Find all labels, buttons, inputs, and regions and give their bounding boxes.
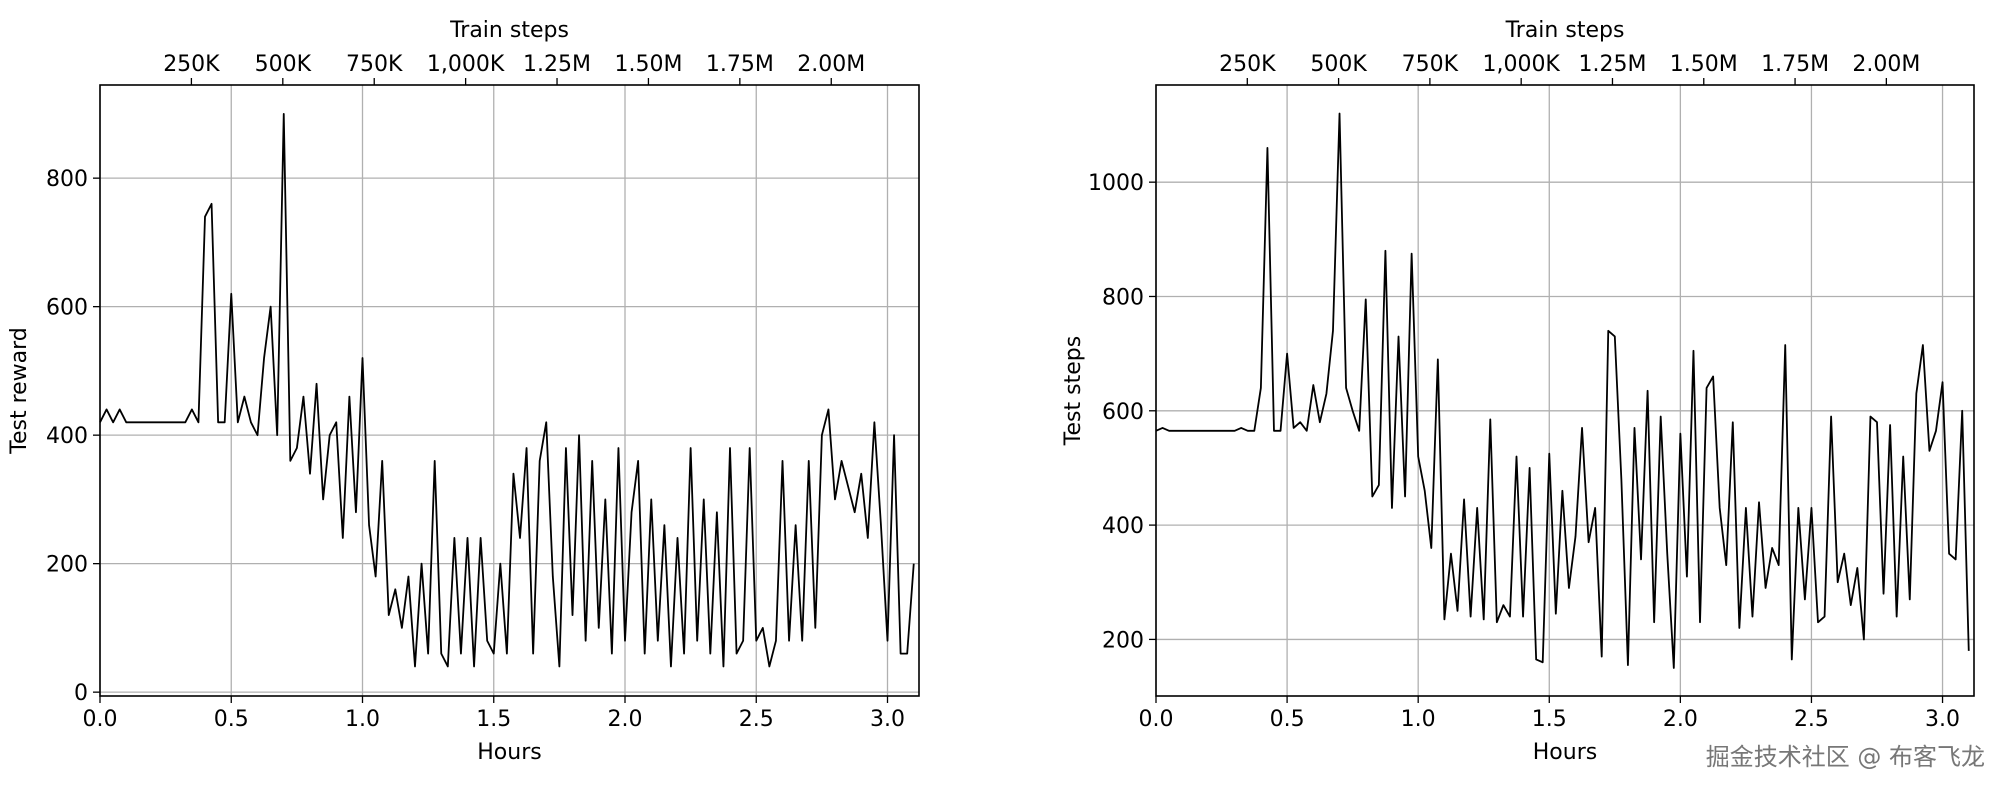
y-tick-label: 0 (74, 681, 88, 706)
y-tick-label: 200 (46, 553, 88, 578)
x-tick-label: 2.5 (739, 707, 774, 732)
x-tick-label: 3.0 (870, 707, 905, 732)
x2-tick-label: 2.00M (1852, 52, 1920, 77)
x-tick-label: 1.0 (345, 707, 380, 732)
y-tick-label: 400 (1102, 514, 1144, 539)
x-tick-label: 2.0 (1663, 707, 1698, 732)
x2-tick-label: 750K (346, 52, 403, 77)
x2-axis-title: Train steps (449, 18, 569, 43)
x-tick-label: 1.5 (476, 707, 511, 732)
y-tick-label: 1000 (1088, 171, 1144, 196)
x-tick-label: 0.0 (1139, 707, 1174, 732)
x-tick-label: 0.0 (83, 707, 118, 732)
data-line (99, 113, 915, 668)
x-tick-label: 0.5 (214, 707, 249, 732)
x-tick-label: 3.0 (1925, 707, 1960, 732)
x2-tick-label: 250K (1219, 52, 1276, 77)
watermark: 掘金技术社区 @ 布客飞龙 (1706, 743, 1985, 771)
x2-tick-label: 1.25M (1578, 52, 1646, 77)
x2-tick-label: 1.75M (706, 52, 774, 77)
x2-tick-label: 750K (1402, 52, 1459, 77)
data-line (1155, 112, 1970, 669)
x2-tick-label: 1,000K (427, 52, 505, 77)
x2-tick-label: 1.50M (614, 52, 682, 77)
y-axis-title: Test reward (7, 327, 32, 455)
x2-tick-label: 1.75M (1761, 52, 1829, 77)
x2-tick-label: 500K (1310, 52, 1367, 77)
x2-tick-label: 1.25M (523, 52, 591, 77)
y-tick-label: 800 (46, 167, 88, 192)
x-tick-label: 2.5 (1794, 707, 1829, 732)
x-tick-label: 2.0 (608, 707, 643, 732)
x2-axis-title: Train steps (1505, 18, 1625, 43)
x-tick-label: 1.0 (1401, 707, 1436, 732)
x-tick-label: 0.5 (1270, 707, 1305, 732)
y-tick-label: 600 (46, 296, 88, 321)
y-axis-title: Test steps (1061, 336, 1086, 446)
y-tick-label: 200 (1102, 628, 1144, 653)
x2-tick-label: 2.00M (797, 52, 865, 77)
x2-tick-label: 1.50M (1670, 52, 1738, 77)
x2-tick-label: 250K (163, 52, 220, 77)
axes-frame (99, 84, 920, 697)
x-tick-label: 1.5 (1532, 707, 1567, 732)
axes-frame (1155, 84, 1975, 697)
x2-tick-label: 500K (255, 52, 312, 77)
y-tick-label: 800 (1102, 285, 1144, 310)
x2-tick-label: 1,000K (1482, 52, 1560, 77)
y-tick-label: 400 (46, 424, 88, 449)
y-tick-label: 600 (1102, 400, 1144, 425)
x-axis-title: Hours (1533, 740, 1597, 765)
x-axis-title: Hours (477, 740, 541, 765)
